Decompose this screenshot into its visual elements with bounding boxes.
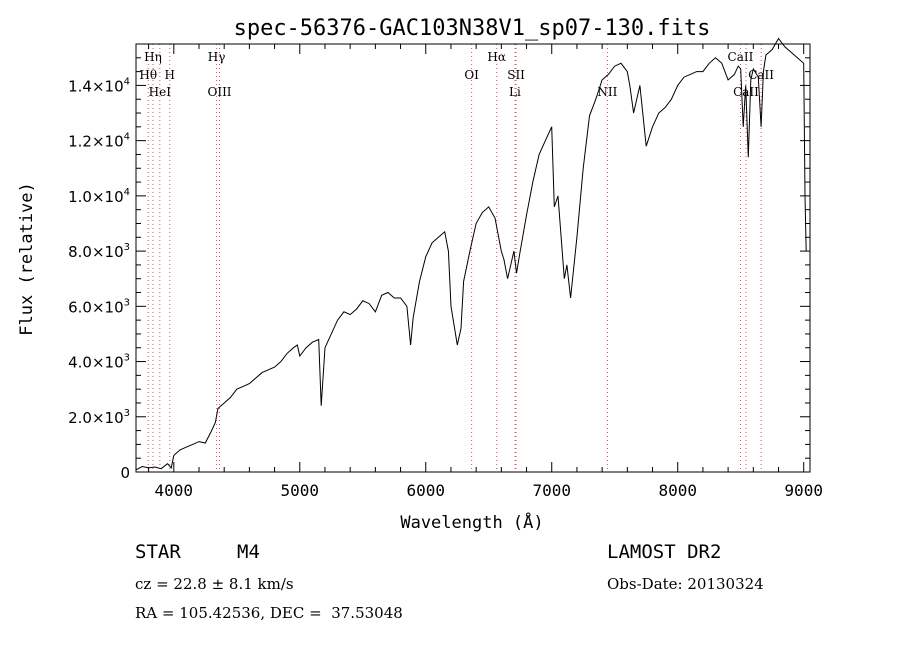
chart-title: spec-56376-GAC103N38V1_sp07-130.fits <box>234 16 711 41</box>
y-tick-label: 1.0×104 <box>68 187 130 206</box>
y-tick-label: 2.0×103 <box>68 408 130 427</box>
spectral-line-label: HeI <box>149 85 172 99</box>
observation-date: Obs-Date: 20130324 <box>607 575 764 593</box>
y-axis-label: Flux (relative) <box>17 182 37 336</box>
y-tick-label: 0 <box>120 464 130 482</box>
spectral-line-label: OIII <box>207 85 231 99</box>
coordinates: RA = 105.42536, DEC = 37.53048 <box>135 604 403 622</box>
plot-frame <box>135 43 811 473</box>
redshift-velocity: cz = 22.8 ± 8.1 km/s <box>135 575 294 593</box>
y-tick-label: 4.0×103 <box>68 353 130 372</box>
spectral-line-label: CaII <box>728 50 754 64</box>
y-axis: 0 2.0×103 4.0×103 6.0×103 8.0×103 1.0×104 1.2×… <box>68 43 810 482</box>
spectral-line-label: Li <box>509 85 521 99</box>
spectral-line-label: Hα <box>487 50 506 64</box>
spectral-line-label: H <box>165 68 175 82</box>
x-tick-label: 8000 <box>658 481 697 500</box>
object-subclass: M4 <box>237 541 260 563</box>
y-tick-label: 8.0×103 <box>68 242 130 261</box>
x-axis-label: Wavelength (Å) <box>400 511 543 533</box>
spectral-line-label: Hη <box>144 50 162 64</box>
spectrum-series <box>135 37 807 471</box>
spectral-line-label: Hθ <box>139 68 157 82</box>
y-tick-label: 1.2×104 <box>68 132 130 151</box>
y-tick-label: 6.0×103 <box>68 297 130 316</box>
object-class: STAR <box>135 541 181 563</box>
spectral-line-markers <box>147 44 762 472</box>
spectral-line-label: SII <box>507 68 525 82</box>
x-tick-label: 4000 <box>155 481 194 500</box>
y-tick-label: 1.4×104 <box>68 76 130 95</box>
x-axis: 4000 5000 6000 7000 8000 9000 <box>148 44 823 500</box>
spectral-line-label: NII <box>597 85 617 99</box>
spectral-line-label: Hγ <box>208 50 226 64</box>
x-tick-label: 7000 <box>532 481 571 500</box>
x-tick-label: 5000 <box>281 481 320 500</box>
survey-name: LAMOST DR2 <box>607 541 722 563</box>
x-tick-label: 6000 <box>406 481 445 500</box>
spectral-line-label: OI <box>464 68 479 82</box>
x-tick-label: 9000 <box>784 481 823 500</box>
